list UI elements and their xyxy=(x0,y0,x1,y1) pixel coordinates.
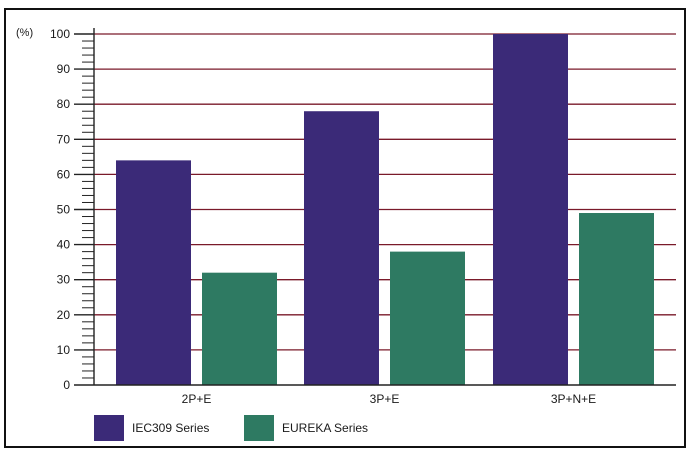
y-tick-label-40: 40 xyxy=(57,238,71,252)
legend-label-EUREKA: EUREKA Series xyxy=(282,421,368,435)
bar-3P+N+E-IEC309 xyxy=(493,34,568,385)
chart-frame: 0 10 20 30 40 50 60 70 80 90 100 (%) 2P+E 3P+E 3P+N+… xyxy=(4,8,686,448)
y-tick-label-70: 70 xyxy=(57,132,71,146)
y-tick-label-80: 80 xyxy=(57,97,71,111)
legend-swatch-IEC309 xyxy=(94,415,124,441)
x-tick-label-3P+E: 3P+E xyxy=(370,392,400,406)
bar-chart: 0 10 20 30 40 50 60 70 80 90 100 (%) 2P+E 3P+E 3P+N+… xyxy=(16,27,676,441)
x-axis-tick-labels: 2P+E 3P+E 3P+N+E xyxy=(182,392,597,406)
y-tick-label-20: 20 xyxy=(57,308,71,322)
y-tick-label-10: 10 xyxy=(57,343,71,357)
y-tick-label-60: 60 xyxy=(57,167,71,181)
legend-swatch-EUREKA xyxy=(244,415,274,441)
bar-3P+E-EUREKA xyxy=(390,251,465,385)
bar-3P+E-IEC309 xyxy=(304,111,379,385)
bar-2P+E-IEC309 xyxy=(116,160,191,385)
y-axis-tick-labels: 0 10 20 30 40 50 60 70 80 90 100 xyxy=(50,27,70,392)
y-tick-label-0: 0 xyxy=(63,378,70,392)
y-tick-label-30: 30 xyxy=(57,273,71,287)
y-tick-label-90: 90 xyxy=(57,62,71,76)
legend-label-IEC309: IEC309 Series xyxy=(132,421,209,435)
x-tick-label-2P+E: 2P+E xyxy=(182,392,212,406)
y-axis-minor-ticks xyxy=(74,33,94,386)
y-tick-label-50: 50 xyxy=(57,203,71,217)
y-axis-unit-label: (%) xyxy=(16,27,33,39)
legend: IEC309 Series EUREKA Series xyxy=(94,415,368,441)
bar-3P+N+E-EUREKA xyxy=(579,213,654,385)
x-tick-label-3P+N+E: 3P+N+E xyxy=(551,392,596,406)
bars xyxy=(116,34,654,385)
bar-2P+E-EUREKA xyxy=(202,272,277,385)
y-tick-label-100: 100 xyxy=(50,27,70,41)
